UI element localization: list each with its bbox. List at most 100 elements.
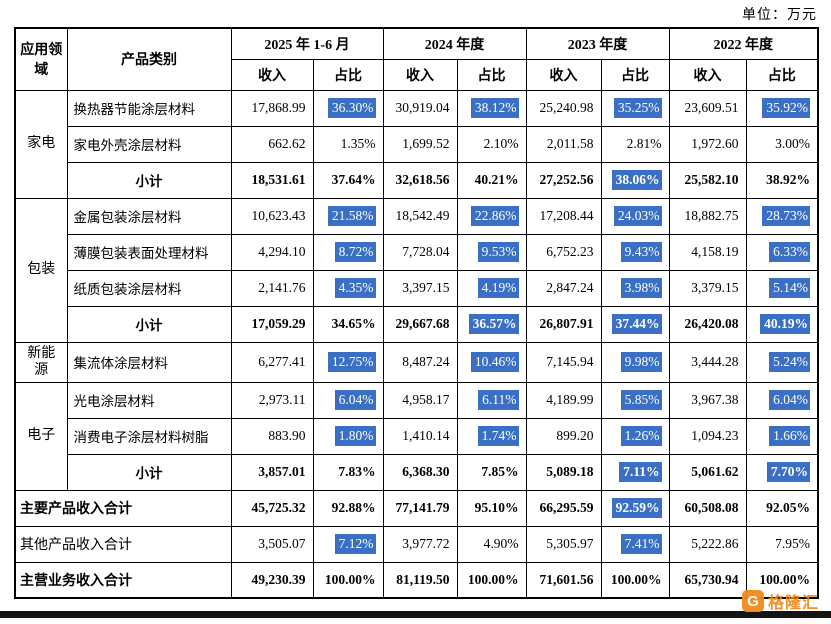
income-cell: 6,752.23 [525,233,602,271]
share-cell: 4.19% [456,269,527,307]
share-cell: 3.98% [600,269,670,307]
income-cell: 45,725.32 [230,489,314,527]
table-row: 小计 18,531.61 37.64% 32,618.56 40.21% 27,252.5… [15,161,819,199]
header-share: 占比 [745,58,819,91]
share-cell: 10.46% [456,341,527,383]
header-income: 收入 [382,58,458,91]
highlighted-value: 4.19% [477,278,519,298]
income-cell: 1,972.60 [668,125,747,163]
income-cell: 1,699.52 [382,125,458,163]
highlighted-value: 21.58% [327,206,376,226]
highlighted-value: 24.03% [613,206,662,226]
highlighted-value: 1.74% [477,426,519,446]
share-cell: 4.90% [456,525,527,563]
highlighted-value: 9.53% [477,242,519,262]
table-row: 家电外壳涂层材料 662.62 1.35% 1,699.52 2.10% 2,011.58… [15,125,819,163]
table-row: 小计 17,059.29 34.65% 29,667.68 36.57% 26,807.9… [15,305,819,343]
income-cell: 2,141.76 [230,269,314,307]
income-cell: 3,505.07 [230,525,314,563]
share-cell: 36.30% [312,89,384,127]
total-row-label: 其他产品收入合计 [14,525,232,563]
highlighted-value: 5.14% [769,278,811,298]
header-product-category: 产品类别 [66,27,232,91]
income-cell: 23,609.51 [668,89,747,127]
income-cell: 71,601.56 [525,561,602,599]
share-cell: 28.73% [745,197,819,235]
highlighted-value: 1.66% [769,426,811,446]
income-cell: 4,158.19 [668,233,747,271]
product-category-cell: 纸质包装涂层材料 [66,269,232,307]
share-cell: 36.57% [456,305,527,343]
table-body: 家电 换热器节能涂层材料 17,868.99 36.30% 30,919.04 38.12… [14,89,819,599]
highlighted-value: 3.98% [620,278,662,298]
income-cell: 77,141.79 [382,489,458,527]
highlighted-value: 7.12% [334,534,376,554]
income-cell: 5,089.18 [525,453,602,491]
header-income: 收入 [230,58,314,91]
share-cell: 4.35% [312,269,384,307]
income-cell: 4,189.99 [525,381,602,419]
table-row: 家电 换热器节能涂层材料 17,868.99 36.30% 30,919.04 38.12… [14,89,819,199]
income-cell: 17,059.29 [230,305,314,343]
income-cell: 1,410.14 [382,417,458,455]
share-cell: 92.59% [600,489,670,527]
watermark: G 格隆汇 [741,589,819,613]
income-cell: 6,368.30 [382,453,458,491]
share-cell: 7.11% [600,453,670,491]
highlighted-value: 12.75% [327,352,376,372]
unit-label: 单位：万元 [742,8,817,23]
share-cell: 7.12% [312,525,384,563]
share-cell: 7.95% [745,525,819,563]
share-cell: 38.12% [456,89,527,127]
subtotal-label: 小计 [66,161,232,199]
income-cell: 7,145.94 [525,341,602,383]
highlighted-value: 8.72% [334,242,376,262]
header-share: 占比 [312,58,384,91]
share-cell: 92.88% [312,489,384,527]
application-field-cell: 包装 [14,197,68,343]
share-cell: 35.92% [745,89,819,127]
highlighted-value: 36.30% [327,98,376,118]
table-row: 主要产品收入合计 45,725.32 92.88% 77,141.79 95.10% 66… [14,489,819,527]
income-cell: 883.90 [230,417,314,455]
income-cell: 26,420.08 [668,305,747,343]
income-cell: 5,222.86 [668,525,747,563]
highlighted-value: 6.33% [769,242,811,262]
highlighted-value: 5.85% [620,390,662,410]
share-cell: 12.75% [312,341,384,383]
table-row: 消费电子涂层材料树脂 883.90 1.80% 1,410.14 1.74% 899.20… [15,417,819,455]
share-cell: 21.58% [312,197,384,235]
income-cell: 5,305.97 [525,525,602,563]
income-cell: 25,240.98 [525,89,602,127]
table-row: 薄膜包装表面处理材料 4,294.10 8.72% 7,728.04 9.53% 6,75… [15,233,819,271]
share-cell: 40.19% [745,305,819,343]
share-cell: 8.72% [312,233,384,271]
highlighted-value: 92.59% [611,498,662,518]
income-cell: 5,061.62 [668,453,747,491]
header-period-2025: 2025 年 1-6 月 [230,27,384,60]
income-cell: 3,967.38 [668,381,747,419]
income-cell: 17,208.44 [525,197,602,235]
product-category-cell: 光电涂层材料 [66,381,232,419]
income-cell: 49,230.39 [230,561,314,599]
share-cell: 35.25% [600,89,670,127]
highlighted-value: 4.35% [334,278,376,298]
income-cell: 18,531.61 [230,161,314,199]
highlighted-value: 38.06% [611,170,662,190]
income-cell: 32,618.56 [382,161,458,199]
income-cell: 81,119.50 [382,561,458,599]
highlighted-value: 37.44% [611,314,662,334]
highlighted-value: 9.43% [620,242,662,262]
share-cell: 7.83% [312,453,384,491]
share-cell: 1.80% [312,417,384,455]
income-cell: 8,487.24 [382,341,458,383]
product-category-cell: 集流体涂层材料 [66,341,232,383]
share-cell: 5.24% [745,341,819,383]
share-cell: 6.04% [745,381,819,419]
subtotal-label: 小计 [66,305,232,343]
income-cell: 26,807.91 [525,305,602,343]
table-row: 电子 光电涂层材料 2,973.11 6.04% 4,958.17 6.11% 4,189.… [14,381,819,491]
income-cell: 3,977.72 [382,525,458,563]
highlighted-value: 22.86% [470,206,519,226]
highlighted-value: 7.11% [619,462,662,482]
